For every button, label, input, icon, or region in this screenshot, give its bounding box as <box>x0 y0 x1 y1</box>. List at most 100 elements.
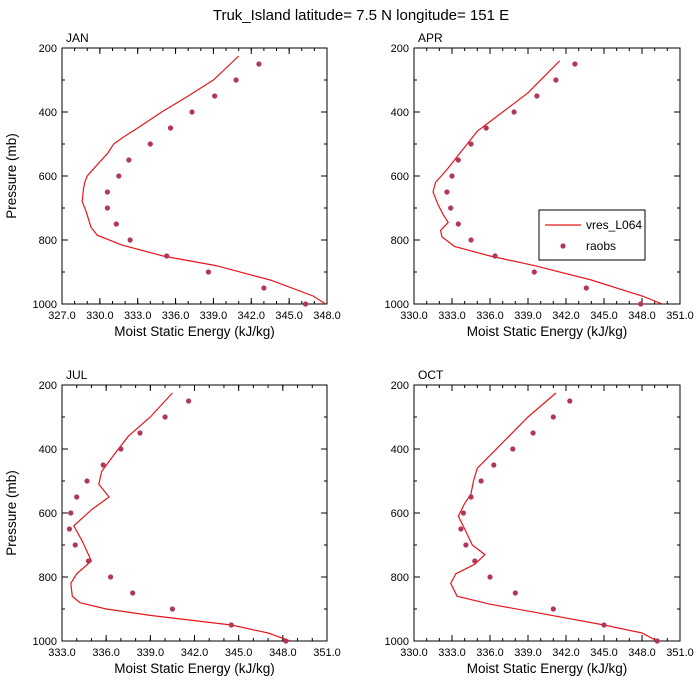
data-point-raobs <box>512 590 518 596</box>
data-point-raobs <box>531 269 537 275</box>
data-point-raobs <box>283 638 289 644</box>
data-point-raobs <box>212 93 218 99</box>
data-point-raobs <box>162 414 168 420</box>
series-line-vres_L064 <box>81 55 327 305</box>
x-tick-label: 345.0 <box>275 310 303 322</box>
data-point-raobs <box>472 558 478 564</box>
data-point-raobs <box>572 61 578 67</box>
y-tick-label: 800 <box>39 572 57 584</box>
data-point-raobs <box>550 414 556 420</box>
data-point-raobs <box>164 253 170 259</box>
series-line-vres_L064 <box>450 392 658 642</box>
data-point-raobs <box>186 398 192 404</box>
data-point-raobs <box>118 446 124 452</box>
panel-title: APR <box>418 31 443 45</box>
data-point-raobs <box>74 494 80 500</box>
x-tick-label: 342.0 <box>238 310 266 322</box>
data-point-raobs <box>147 141 153 147</box>
data-point-raobs <box>534 93 540 99</box>
y-tick-label: 400 <box>391 444 409 456</box>
panel-title: OCT <box>418 368 444 382</box>
data-point-raobs <box>550 606 556 612</box>
x-tick-label: 336.0 <box>476 310 504 322</box>
data-point-raobs <box>510 446 516 452</box>
y-tick-label: 600 <box>39 508 57 520</box>
x-tick-label: 348.0 <box>628 310 656 322</box>
x-tick-label: 336.0 <box>92 647 120 659</box>
panel-jul: JUL 333.0 336.0 339.0 342.0 345.0 348.0 351.0 20… <box>4 368 341 676</box>
data-point-raobs <box>468 237 474 243</box>
panel-title: JAN <box>66 31 89 45</box>
data-point-raobs <box>468 141 474 147</box>
data-point-raobs <box>463 542 469 548</box>
data-point-raobs <box>261 285 267 291</box>
panel-oct: OCT 330.0 333.0 336.0 339.0 342.0 345.0 348.0 35… <box>385 368 694 676</box>
y-tick-label: 800 <box>391 572 409 584</box>
y-tick-label: 400 <box>391 107 409 119</box>
plot-frame <box>61 47 328 305</box>
legend-label: vres_L064 <box>586 218 642 232</box>
data-point-raobs <box>104 189 110 195</box>
data-point-raobs <box>487 574 493 580</box>
main-title: Truk_Island latitude= 7.5 N longitude= 1… <box>213 7 509 24</box>
x-tick-label: 330.0 <box>400 647 428 659</box>
data-point-raobs <box>458 526 464 532</box>
y-tick-label: 800 <box>391 235 409 247</box>
y-tick-label: 1000 <box>33 299 57 311</box>
series-line-vres_L064 <box>432 60 663 305</box>
x-tick-label: 333.0 <box>48 647 76 659</box>
data-point-raobs <box>654 638 660 644</box>
plot-frame <box>413 384 681 642</box>
data-point-raobs <box>113 221 119 227</box>
y-tick-label: 400 <box>39 107 57 119</box>
x-tick-label: 339.0 <box>514 310 542 322</box>
x-axis-label: Moist Static Energy (kJ/kg) <box>467 324 628 339</box>
x-tick-label: 336.0 <box>476 647 504 659</box>
data-point-raobs <box>233 77 239 83</box>
panel-apr: APR 330.0 333.0 336.0 339.0 342.0 345.0 348.0 35… <box>385 31 694 339</box>
data-point-raobs <box>583 285 589 291</box>
x-tick-label: 333.0 <box>438 310 466 322</box>
data-point-raobs <box>85 558 92 564</box>
data-point-raobs <box>116 173 122 179</box>
data-point-raobs <box>68 510 74 516</box>
x-tick-label: 333.0 <box>124 310 152 322</box>
x-axis-label: Moist Static Energy (kJ/kg) <box>114 661 275 676</box>
x-axis-label: Moist Static Energy (kJ/kg) <box>467 661 628 676</box>
data-point-raobs <box>601 622 607 628</box>
data-point-raobs <box>72 542 78 548</box>
legend-box <box>538 209 646 261</box>
data-point-raobs <box>492 253 498 259</box>
data-point-raobs <box>444 189 450 195</box>
data-point-raobs <box>167 125 174 131</box>
y-axis-label: Pressure (mb) <box>4 133 19 219</box>
x-tick-label: 345.0 <box>590 647 618 659</box>
x-tick-label: 336.0 <box>162 310 190 322</box>
data-point-raobs <box>553 77 559 83</box>
y-tick-label: 1000 <box>33 636 57 648</box>
x-tick-label: 348.0 <box>269 647 297 659</box>
data-point-raobs <box>567 398 573 404</box>
plot-frame <box>61 384 328 642</box>
y-axis-label: Pressure (mb) <box>4 470 19 556</box>
y-tick-label: 600 <box>39 171 57 183</box>
legend-dot-swatch <box>560 243 566 249</box>
data-point-raobs <box>104 205 110 211</box>
x-tick-label: 348.0 <box>628 647 656 659</box>
data-point-raobs <box>455 157 461 163</box>
panel-jan: JAN 327.0 330.0 333.0 336.0 339.0 342.0 345.0 34… <box>4 31 341 339</box>
x-tick-label: 342.0 <box>552 647 580 659</box>
x-tick-label: 342.0 <box>181 647 209 659</box>
data-point-raobs <box>130 590 136 596</box>
data-point-raobs <box>455 221 461 227</box>
data-point-raobs <box>478 478 484 484</box>
y-tick-label: 1000 <box>385 299 409 311</box>
data-point-raobs <box>483 125 489 131</box>
data-point-raobs <box>530 430 536 436</box>
series-line-vres_L064 <box>70 392 291 642</box>
y-tick-label: 800 <box>39 235 57 247</box>
y-tick-label: 1000 <box>385 636 409 648</box>
data-point-raobs <box>126 157 132 163</box>
y-tick-label: 200 <box>391 380 409 392</box>
